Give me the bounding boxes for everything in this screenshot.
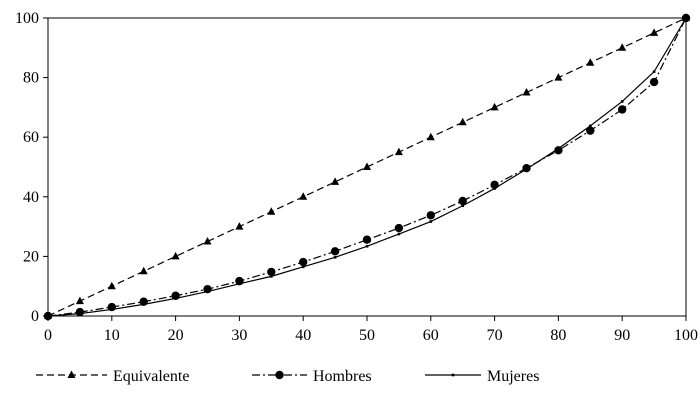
data-point-mujeres [397,232,401,236]
data-point-hombres [426,211,435,220]
x-tick-label: 30 [231,327,247,344]
data-point-hombres [586,126,595,135]
data-point-equivalente [235,222,244,230]
x-tick-label: 70 [487,327,503,344]
data-point-equivalente [522,88,531,96]
data-point-equivalente [107,281,116,290]
data-point-equivalente [363,162,371,170]
data-point-equivalente [267,207,276,215]
data-point-hombres [649,77,659,87]
data-point-equivalente [618,43,627,51]
x-tick-label: 90 [614,327,630,344]
y-tick-label: 0 [31,308,39,325]
x-tick-label: 10 [104,327,120,344]
data-point-equivalente [458,117,467,126]
data-point-mujeres [238,282,241,286]
legend-label-equivalente: Equivalente [113,368,189,385]
data-point-mujeres [684,16,688,20]
data-point-hombres [267,267,276,277]
data-point-equivalente [171,251,180,260]
x-tick-label: 0 [44,327,52,344]
data-point-mujeres [110,308,114,311]
data-point-equivalente [139,266,148,275]
legend-label-mujeres: Mujeres [487,368,539,385]
legend-marker-hombres [275,370,284,380]
data-point-hombres [330,247,340,256]
data-point-mujeres [429,220,433,223]
y-tick-label: 80 [23,70,39,87]
data-point-mujeres [206,290,209,293]
data-point-equivalente [426,132,435,141]
legend: Equivalente Hombres Mujeres [36,368,539,385]
data-point-mujeres [174,297,177,300]
data-point-mujeres [270,275,273,278]
x-tick-label: 50 [359,327,375,344]
data-point-mujeres [78,312,82,315]
x-tick-label: 80 [550,327,566,344]
data-point-hombres [75,307,85,317]
data-point-mujeres [46,314,50,318]
data-point-mujeres [557,147,560,150]
data-point-mujeres [333,255,337,259]
data-point-mujeres [493,187,496,190]
y-tick-label: 60 [23,129,39,146]
y-tick-label: 40 [23,189,39,206]
legend-marker-equivalente [67,370,76,378]
legend-item-hombres: Hombres [252,368,372,385]
data-point-hombres [554,146,563,155]
data-point-mujeres [620,100,624,103]
legend-item-equivalente: Equivalente [36,368,189,385]
data-point-hombres [362,235,372,244]
data-point-hombres [394,223,404,233]
data-point-mujeres [652,70,656,73]
data-point-equivalente [490,102,499,111]
axes: 0 20 40 60 80 100 0 10 20 30 40 50 60 70 80 90 100 [15,10,698,344]
data-point-hombres [458,196,467,206]
data-point-equivalente [203,237,212,245]
data-point-equivalente [299,192,308,200]
data-point-hombres [299,257,308,267]
x-tick-label: 100 [674,327,698,344]
data-point-mujeres [365,244,369,248]
data-point-hombres [618,105,627,114]
legend-label-hombres: Hombres [313,368,372,385]
series-layer [43,13,691,321]
y-tick-label: 20 [23,248,39,265]
data-point-mujeres [301,265,305,269]
legend-item-mujeres: Mujeres [425,368,539,385]
data-point-mujeres [142,303,145,306]
data-point-equivalente [331,177,340,185]
data-point-equivalente [75,296,84,305]
data-point-equivalente [554,73,563,81]
data-point-mujeres [589,124,592,128]
data-point-equivalente [394,147,403,156]
data-point-mujeres [461,204,464,208]
series-equivalente [44,13,690,319]
data-point-equivalente [586,58,595,66]
y-tick-label: 100 [15,10,39,27]
legend-marker-mujeres [451,373,455,377]
x-tick-label: 40 [295,327,311,344]
x-tick-label: 20 [168,327,184,344]
data-point-mujeres [525,167,528,171]
x-tick-label: 60 [423,327,439,344]
series-mujeres [46,16,688,318]
series-line-hombres [47,17,687,317]
data-point-equivalente [650,28,659,36]
